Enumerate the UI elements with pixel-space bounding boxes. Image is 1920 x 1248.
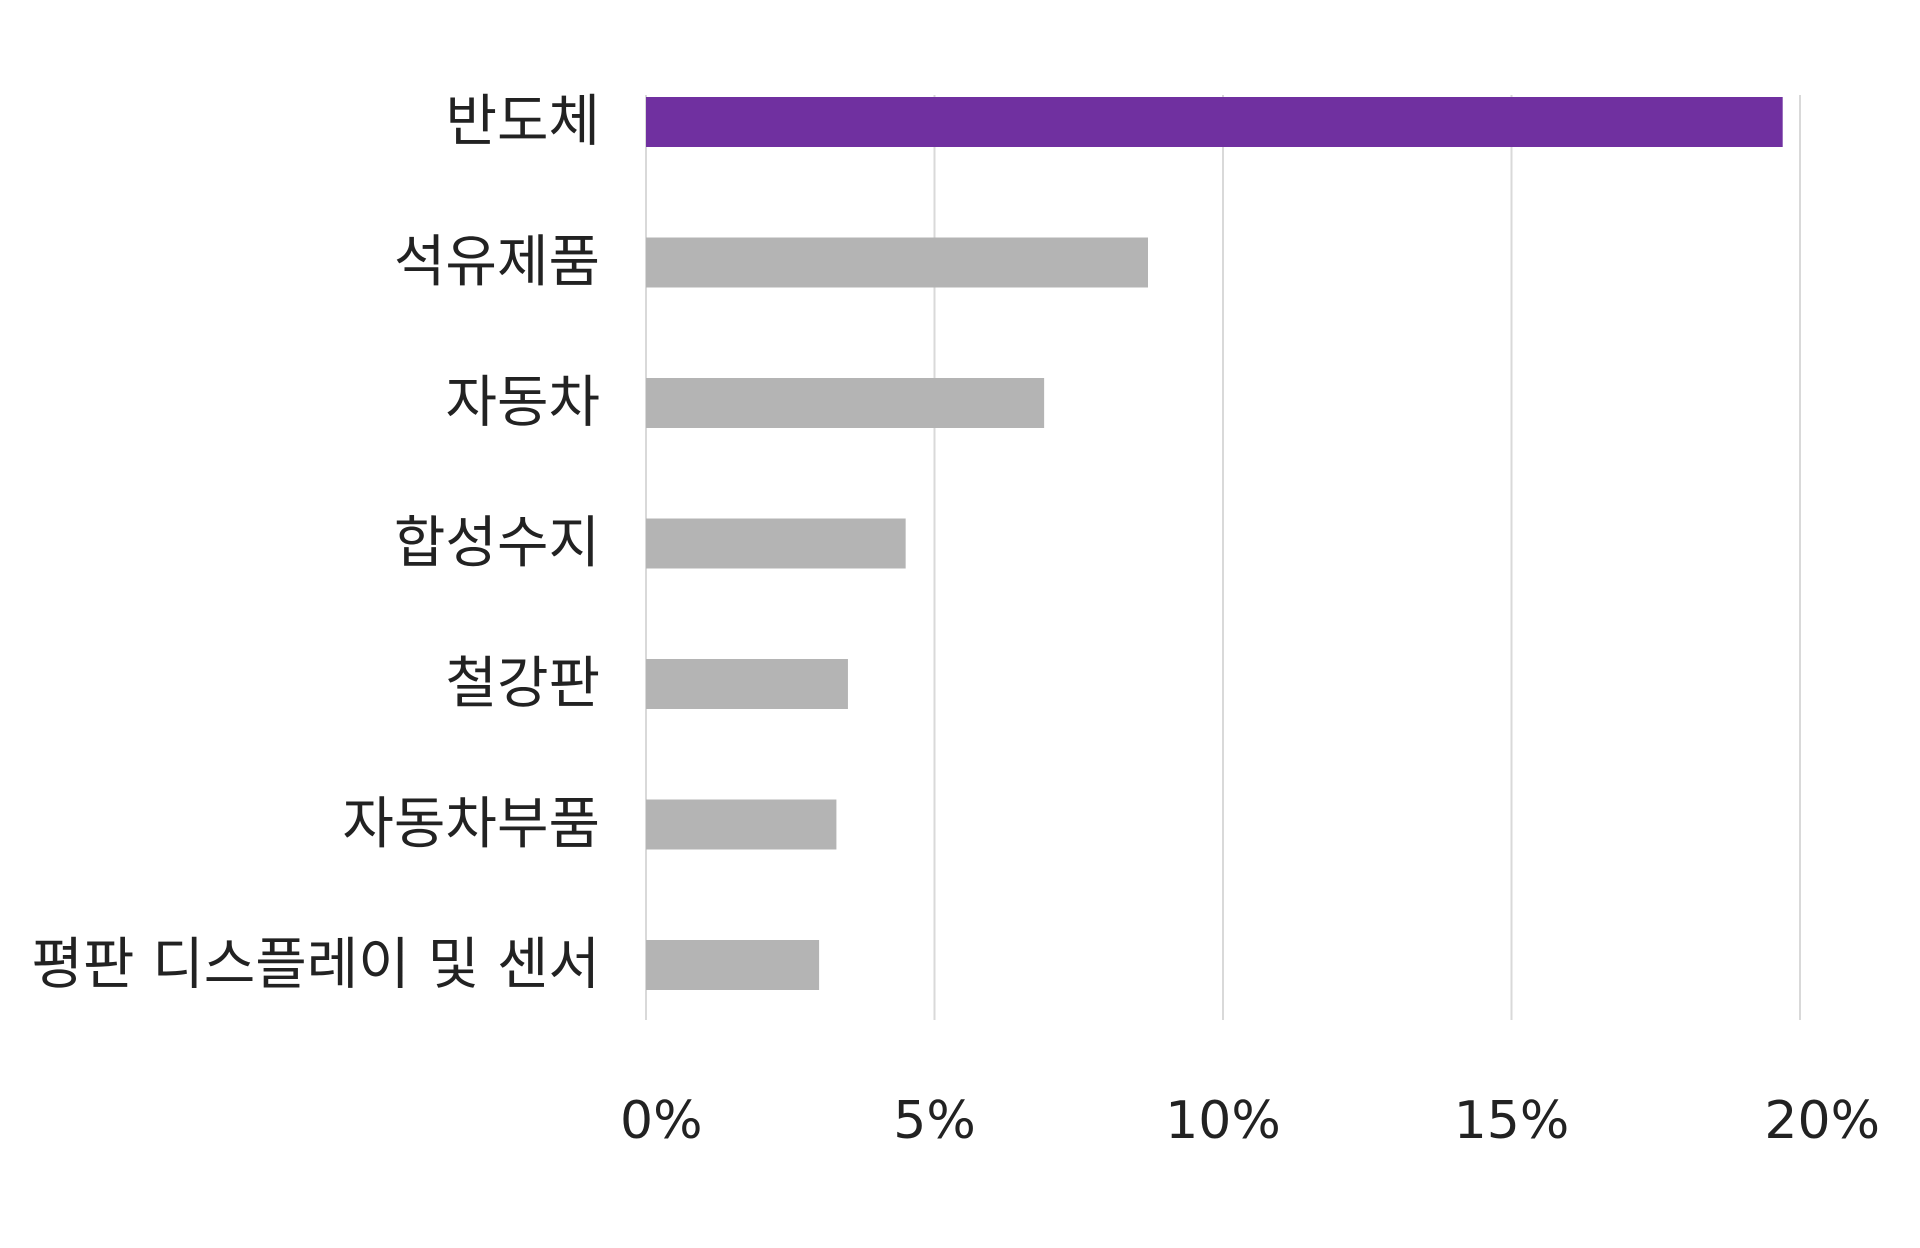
x-tick-label-4: 20% xyxy=(1764,1091,1880,1151)
x-tick-label-1: 5% xyxy=(893,1091,976,1151)
x-tick-label-3: 15% xyxy=(1454,1091,1570,1151)
bar-3 xyxy=(646,518,906,569)
category-label-0: 반도체 xyxy=(445,90,600,155)
x-tick-label-0: 0% xyxy=(620,1091,703,1151)
bar-4 xyxy=(646,659,848,709)
category-label-5: 자동차부품 xyxy=(342,792,600,857)
category-label-6: 평판 디스플레이 및 센서 xyxy=(31,933,600,998)
category-label-1: 석유제품 xyxy=(394,230,600,295)
category-label-2: 자동차 xyxy=(445,371,600,436)
bar-2 xyxy=(646,378,1045,428)
x-tick-label-2: 10% xyxy=(1165,1091,1281,1151)
bar-0 xyxy=(646,97,1783,147)
bar-1 xyxy=(646,237,1148,288)
bar-6 xyxy=(646,940,820,990)
category-label-4: 철강판 xyxy=(445,652,600,717)
x-tick-labels: 0% 5% 10% 15% 20% xyxy=(620,1091,1880,1151)
bars xyxy=(646,97,1783,990)
bar-5 xyxy=(646,799,837,850)
category-label-3: 합성수지 xyxy=(394,511,600,576)
